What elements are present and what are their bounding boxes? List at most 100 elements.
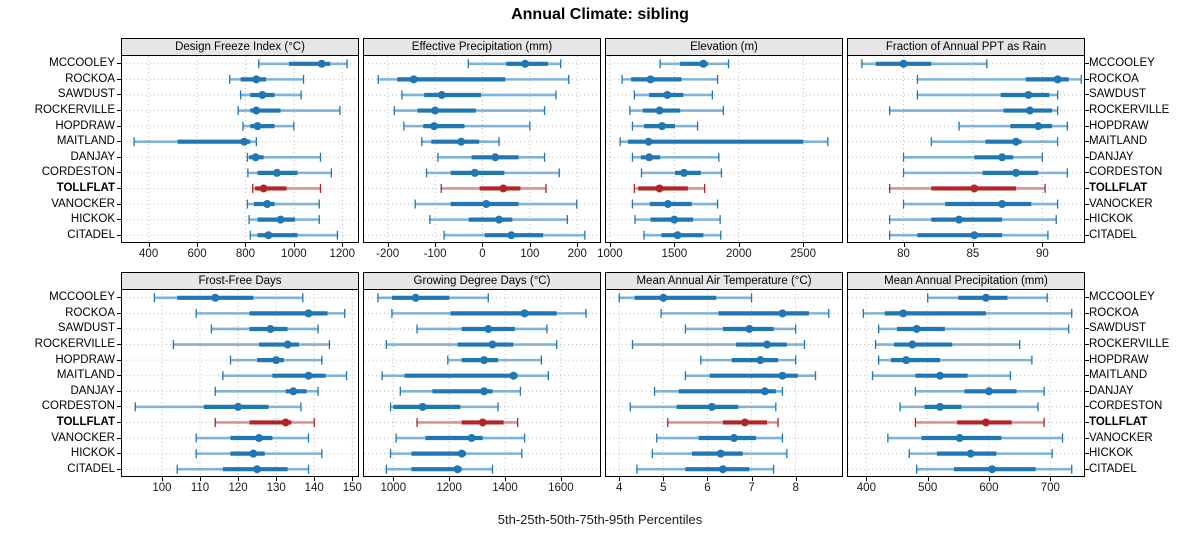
site-label-right-cordeston: CORDESTON — [1089, 166, 1163, 179]
panel-canvas-elevation-m — [606, 56, 842, 242]
median-dot — [258, 90, 267, 99]
median-dot — [655, 106, 664, 115]
median-dot — [453, 465, 462, 474]
median-dot — [707, 402, 716, 411]
x-tick-label: 1200 — [329, 248, 356, 260]
site-label-right-cordeston: CORDESTON — [1089, 400, 1163, 413]
median-dot — [251, 153, 260, 162]
y-tick-mark — [1085, 234, 1089, 236]
panel-strip-elevation-m: Elevation (m) — [605, 38, 843, 56]
x-tick-mark — [577, 243, 579, 247]
median-dot — [289, 387, 298, 396]
x-tick-mark — [393, 477, 395, 481]
site-label-left-maitland: MAITLAND — [56, 135, 115, 148]
x-tick-label: 1000 — [597, 248, 623, 260]
x-tick-label: 2500 — [790, 248, 817, 260]
site-label-left-danjay: DANJAY — [70, 150, 115, 163]
y-tick-mark — [1085, 94, 1089, 96]
median-dot — [480, 356, 489, 365]
y-tick-mark — [117, 63, 121, 65]
y-tick-mark — [117, 344, 121, 346]
site-label-left-maitland: MAITLAND — [56, 369, 115, 382]
site-label-left-rockerville: ROCKERVILLE — [34, 104, 115, 117]
median-dot — [680, 168, 689, 177]
x-tick-label: 7 — [748, 482, 755, 494]
site-label-right-hopdraw: HOPDRAW — [1089, 353, 1149, 366]
median-dot — [507, 231, 516, 240]
panel-strip-effective-precipitation-mm: Effective Precipitation (mm) — [363, 38, 601, 56]
y-tick-mark — [117, 78, 121, 80]
x-tick-label: 1600 — [548, 482, 574, 494]
y-tick-mark — [1085, 390, 1089, 392]
site-label-left-hickok: HICKOK — [70, 447, 115, 460]
median-dot — [520, 309, 529, 318]
panel-plot-elevation-m — [605, 55, 843, 243]
site-label-left-hickok: HICKOK — [70, 213, 115, 226]
median-dot — [1024, 90, 1033, 99]
x-tick-mark — [795, 477, 797, 481]
panel-strip-mean-annual-air-temperature-c: Mean Annual Air Temperature (°C) — [605, 272, 843, 290]
median-dot — [998, 200, 1007, 209]
median-dot — [252, 106, 261, 115]
y-tick-mark — [117, 187, 121, 189]
median-dot — [1053, 75, 1062, 84]
site-label-right-rockoa: ROCKOA — [1089, 306, 1139, 319]
median-dot — [457, 137, 466, 146]
y-tick-mark — [117, 359, 121, 361]
x-tick-label: 1000 — [281, 248, 307, 260]
y-tick-mark — [1085, 203, 1089, 205]
median-dot — [484, 324, 493, 333]
median-dot — [935, 402, 944, 411]
panel-canvas-effective-precipitation-mm — [364, 56, 600, 242]
y-tick-mark — [1085, 375, 1089, 377]
y-tick-mark — [117, 94, 121, 96]
site-label-left-tollflat: TOLLFLAT — [56, 415, 115, 428]
median-dot — [745, 324, 754, 333]
y-tick-mark — [117, 110, 121, 112]
median-dot — [955, 215, 964, 224]
panel-strip-growing-degree-days-c: Growing Degree Days (°C) — [363, 272, 601, 290]
x-tick-label: 400 — [856, 482, 876, 494]
median-dot — [264, 231, 273, 240]
x-tick-label: 6 — [704, 482, 711, 494]
median-dot — [482, 200, 491, 209]
y-tick-mark — [117, 172, 121, 174]
median-dot — [249, 449, 258, 458]
site-label-right-tollflat: TOLLFLAT — [1089, 181, 1148, 194]
panel-canvas-design-freeze-index-c — [122, 56, 358, 242]
median-dot — [304, 309, 313, 318]
x-tick-label: 800 — [235, 248, 256, 260]
median-dot — [756, 356, 765, 365]
median-dot — [488, 340, 497, 349]
x-tick-mark — [148, 243, 150, 247]
median-dot — [478, 418, 487, 427]
median-dot — [970, 231, 979, 240]
site-label-right-vanocker: VANOCKER — [1089, 431, 1153, 444]
y-tick-mark — [117, 234, 121, 236]
x-tick-mark — [200, 477, 202, 481]
y-tick-mark — [1085, 110, 1089, 112]
median-dot — [1011, 137, 1020, 146]
chart-title: Annual Climate: sibling — [511, 6, 689, 23]
site-label-left-rockoa: ROCKOA — [65, 72, 115, 85]
y-tick-mark — [117, 390, 121, 392]
median-dot — [521, 59, 530, 68]
median-dot — [760, 387, 769, 396]
y-tick-mark — [1085, 453, 1089, 455]
median-dot — [970, 184, 979, 193]
site-label-left-mccooley: MCCOOLEY — [49, 57, 115, 70]
median-dot — [272, 168, 281, 177]
x-tick-mark — [482, 243, 484, 247]
percentiles-caption: 5th-25th-50th-75th-95th Percentiles — [497, 512, 703, 527]
panel-plot-mean-annual-precipitation-mm — [847, 289, 1085, 477]
x-tick-label: -100 — [423, 248, 447, 260]
median-dot — [304, 371, 313, 380]
x-tick-label: 85 — [966, 248, 980, 260]
median-dot — [908, 340, 917, 349]
site-label-right-hickok: HICKOK — [1089, 213, 1134, 226]
median-dot — [1034, 122, 1043, 131]
x-tick-mark — [751, 477, 753, 481]
x-tick-mark — [988, 477, 990, 481]
median-dot — [740, 418, 749, 427]
